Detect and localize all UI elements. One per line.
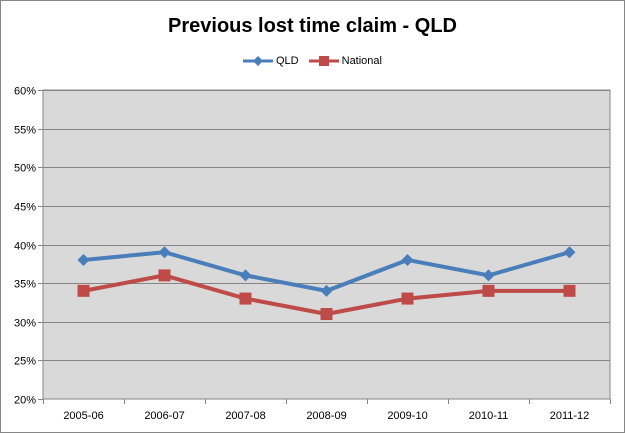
y-tick-label: 40% — [14, 241, 36, 253]
data-point-qld — [401, 253, 414, 266]
x-tick-label: 2005-06 — [63, 410, 103, 422]
data-point-national — [563, 284, 576, 297]
x-tick-label: 2011-12 — [550, 410, 590, 422]
y-tick-label: 50% — [14, 163, 36, 175]
x-tick-label: 2006-07 — [144, 410, 184, 422]
legend-item-qld: QLD — [243, 55, 299, 67]
data-point-national — [158, 269, 171, 282]
data-point-national — [320, 308, 333, 321]
legend-label-qld: QLD — [276, 55, 299, 67]
y-tick-label: 25% — [14, 356, 36, 368]
legend-qld-swatch — [243, 56, 273, 66]
y-tick-label: 55% — [14, 125, 36, 137]
legend: QLD National — [1, 55, 624, 67]
legend-label-national: National — [341, 55, 382, 67]
y-tick-label: 45% — [14, 202, 36, 214]
y-tick-label: 20% — [14, 395, 36, 407]
y-tick-label: 60% — [14, 86, 36, 98]
plot-area — [42, 89, 611, 400]
data-point-national — [482, 284, 495, 297]
chart-title: Previous lost time claim - QLD — [168, 15, 457, 37]
data-point-qld — [320, 284, 333, 297]
data-point-qld — [482, 269, 495, 282]
x-tick-label: 2010-11 — [469, 410, 509, 422]
x-tick-label: 2009-10 — [387, 410, 427, 422]
data-point-national — [401, 292, 414, 305]
x-tick-label: 2007-08 — [225, 410, 265, 422]
data-point-national — [239, 292, 252, 305]
legend-national-swatch — [308, 56, 339, 66]
data-point-qld — [239, 269, 252, 282]
x-tick-label: 2008-09 — [306, 410, 346, 422]
data-point-qld — [563, 246, 576, 259]
data-point-qld — [77, 253, 90, 266]
y-tick-label: 35% — [14, 279, 36, 291]
data-point-qld — [158, 246, 171, 259]
data-point-national — [77, 284, 90, 297]
y-tick-label: 30% — [14, 318, 36, 330]
legend-item-national: National — [308, 55, 382, 67]
